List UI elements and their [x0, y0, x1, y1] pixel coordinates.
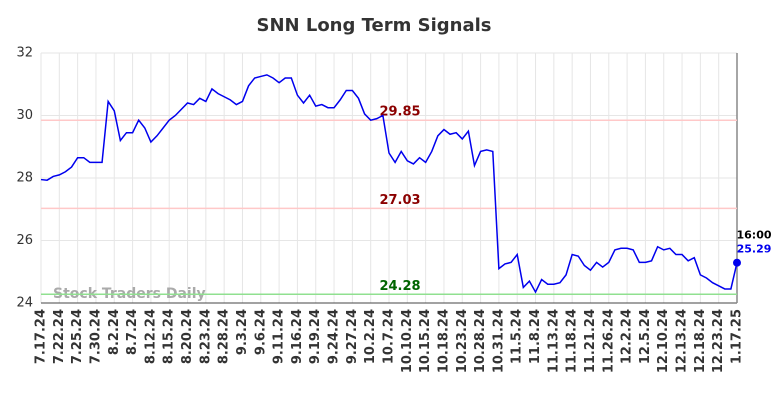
x-tick-label: 11.8.24 — [528, 309, 543, 364]
x-tick-label: 12.5.24 — [638, 309, 653, 364]
x-tick-label: 10.10.24 — [400, 309, 415, 373]
x-tick-label: 7.25.24 — [70, 309, 85, 364]
level-label: 24.28 — [379, 279, 420, 294]
x-tick-label: 9.3.24 — [235, 309, 250, 355]
x-tick-label: 12.13.24 — [675, 309, 690, 373]
x-tick-label: 10.23.24 — [455, 309, 470, 373]
x-tick-label: 9.27.24 — [345, 309, 360, 364]
x-tick-label: 10.31.24 — [491, 309, 506, 373]
x-tick-label: 10.15.24 — [418, 309, 433, 373]
x-tick-label: 11.18.24 — [565, 309, 580, 373]
x-tick-label: 12.18.24 — [693, 309, 708, 373]
last-point — [733, 258, 741, 267]
x-tick-label: 12.2.24 — [620, 309, 635, 364]
x-tick-label: 10.2.24 — [363, 309, 378, 364]
x-tick-label: 10.18.24 — [436, 309, 451, 373]
x-tick-label: 8.2.24 — [107, 309, 122, 355]
x-tick-label: 11.26.24 — [601, 309, 616, 373]
x-tick-label: 8.23.24 — [198, 309, 213, 364]
x-tick-label: 9.6.24 — [253, 309, 268, 355]
x-tick-label: 9.16.24 — [290, 309, 305, 364]
x-tick-label: 8.12.24 — [143, 309, 158, 364]
y-tick-label: 28 — [16, 171, 33, 186]
y-tick-label: 30 — [16, 108, 33, 123]
level-label: 29.85 — [379, 105, 420, 120]
y-tick-label: 26 — [16, 233, 33, 248]
y-tick-label: 32 — [16, 46, 33, 61]
level-label: 27.03 — [379, 193, 420, 208]
x-tick-label: 8.15.24 — [162, 309, 177, 364]
x-tick-label: 9.19.24 — [308, 309, 323, 364]
last-value: 25.29 — [737, 243, 772, 256]
x-tick-label: 10.28.24 — [473, 309, 488, 373]
x-tick-label: 1.17.25 — [730, 309, 745, 364]
price-line — [40, 74, 738, 294]
x-tick-label: 12.10.24 — [656, 309, 671, 373]
x-tick-label: 9.11.24 — [272, 309, 287, 364]
x-tick-label: 9.24.24 — [327, 309, 342, 364]
chart-title: SNN Long Term Signals — [256, 15, 491, 36]
x-tick-label: 8.20.24 — [180, 309, 195, 364]
x-tick-label: 7.22.24 — [52, 309, 67, 364]
x-tick-label: 11.21.24 — [583, 309, 598, 373]
x-tick-label: 11.5.24 — [510, 309, 525, 364]
last-time: 16:00 — [736, 229, 771, 242]
y-tick-label: 24 — [16, 296, 33, 311]
x-tick-label: 10.7.24 — [382, 309, 397, 364]
x-tick-label: 11.13.24 — [546, 309, 561, 373]
x-tick-label: 7.30.24 — [88, 309, 103, 364]
x-tick-label: 8.7.24 — [125, 309, 140, 355]
x-tick-label: 12.23.24 — [711, 309, 726, 373]
x-tick-label: 7.17.24 — [34, 309, 49, 364]
x-tick-label: 8.28.24 — [217, 309, 232, 364]
